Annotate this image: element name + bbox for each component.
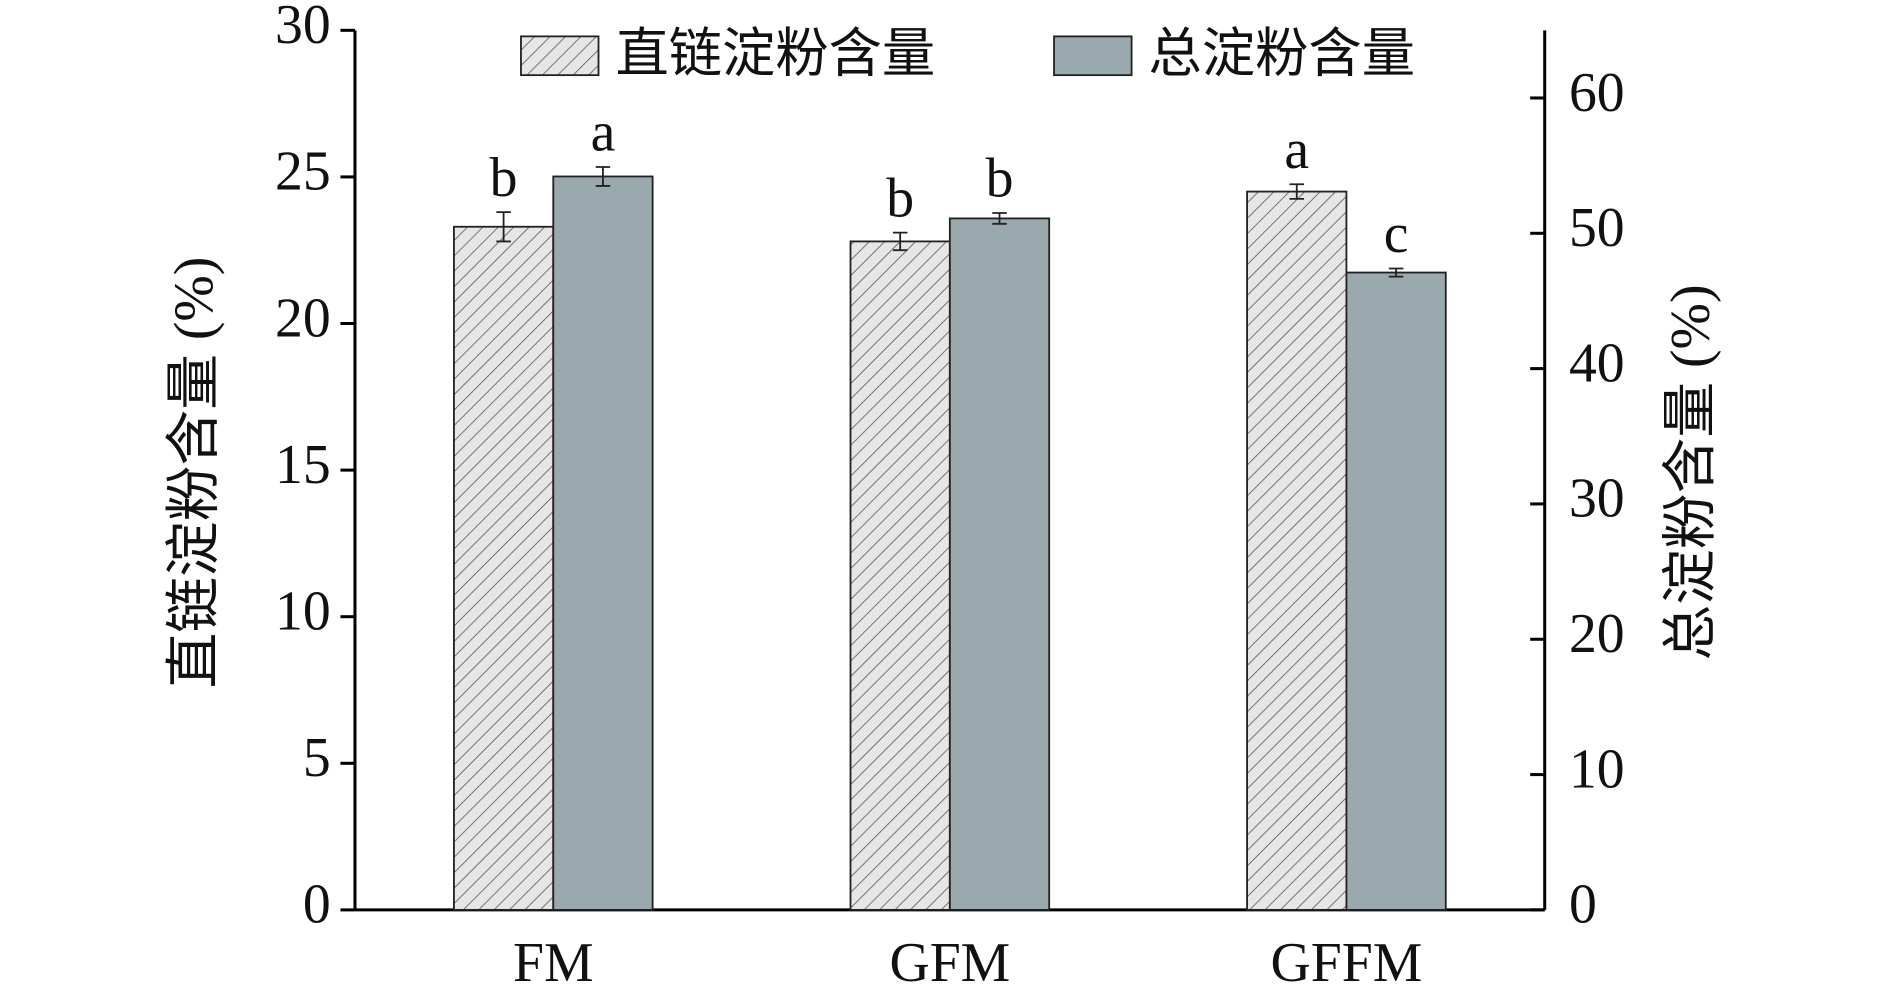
y-tick-label: 30 [275,0,331,56]
y-tick-label: 15 [275,434,331,496]
bar [1246,190,1348,911]
y-tick-label: 5 [303,727,331,789]
significance-label: c [1384,203,1409,265]
legend-swatch [1053,35,1133,77]
error-bar [496,211,511,243]
error-bar [992,212,1007,225]
y2-axis-title: 总淀粉含量 (%) [1660,285,1722,661]
x-tick-label: GFM [889,932,1010,994]
significance-label: a [1284,119,1309,181]
error-bar [1388,267,1404,278]
y2-tick-label: 30 [1569,468,1625,530]
y2-tick-label: 0 [1569,874,1597,936]
significance-label: b [490,147,518,209]
y-tick-label: 10 [275,580,331,642]
error-bar [892,231,908,252]
x-tick-label: FM [513,932,594,994]
y2-tick-label: 40 [1569,332,1625,394]
y2-tick-label: 60 [1569,62,1625,124]
significance-label: b [986,148,1014,210]
bar [849,240,951,911]
bar [948,217,1051,911]
legend-label: 总淀粉含量 [1149,23,1415,85]
significance-label: a [591,102,616,164]
legend-swatch [520,35,600,77]
error-bar [595,166,611,187]
y-tick-label: 0 [303,874,331,936]
bar [453,225,555,911]
y2-tick-label: 20 [1569,603,1625,665]
bar [1345,271,1447,911]
bar [552,175,654,911]
legend-label: 直链淀粉含量 [615,23,935,85]
y-tick-label: 20 [275,287,331,349]
error-bar [1289,183,1305,200]
y2-tick-label: 10 [1569,738,1625,800]
y-axis-title: 直链淀粉含量 (%) [164,257,226,689]
y2-tick-label: 50 [1569,197,1625,259]
x-tick-label: GFFM [1271,932,1423,994]
significance-label: b [886,167,914,229]
y-tick-label: 25 [275,141,331,203]
